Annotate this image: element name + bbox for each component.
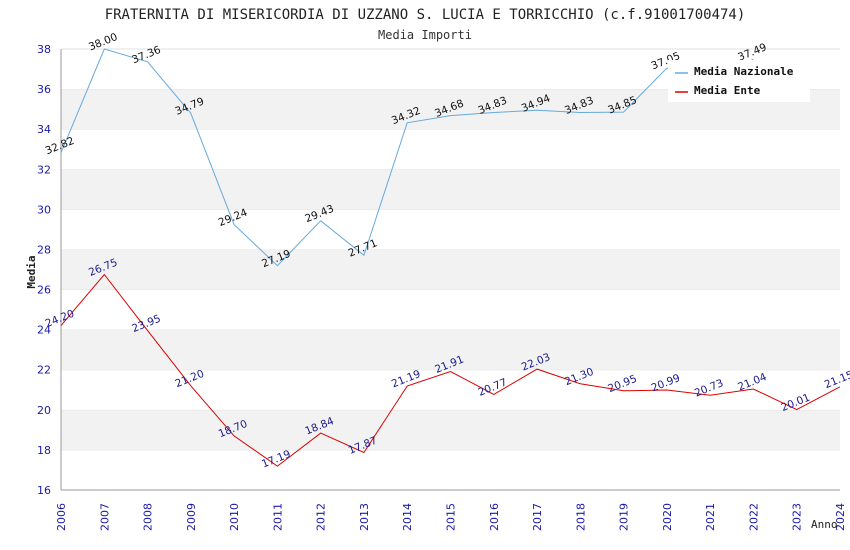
y-axis-label: Media (25, 255, 38, 288)
chart-subtitle: Media Importi (378, 28, 472, 42)
x-tick-label: 2017 (531, 503, 544, 531)
y-tick-labels: 16 18 20 22 24 26 28 30 32 34 36 38 (37, 43, 51, 497)
grid-band (61, 169, 840, 210)
grid-band (61, 409, 840, 450)
y-tick-label: 36 (37, 83, 51, 96)
x-tick-labels: 2006 2007 2008 2009 2010 2011 2012 2013 2014 2015… (55, 503, 847, 531)
chart-title: FRATERNITA DI MISERICORDIA DI UZZANO S. … (105, 7, 746, 23)
grid-band (61, 329, 840, 370)
x-tick-label: 2015 (445, 503, 458, 531)
x-tick-label: 2023 (791, 503, 804, 531)
grid-band (61, 129, 840, 170)
y-tick-label: 34 (37, 123, 51, 136)
x-tick-label: 2024 (834, 503, 847, 531)
x-tick-label: 2007 (98, 503, 111, 531)
x-tick-label: 2022 (747, 503, 760, 531)
y-tick-label: 24 (37, 324, 51, 337)
x-tick-label: 2019 (618, 503, 631, 531)
y-tick-label: 32 (37, 163, 51, 176)
x-tick-label: 2012 (315, 503, 328, 531)
y-tick-label: 30 (37, 203, 51, 216)
x-tick-label: 2020 (661, 503, 674, 531)
grid-bands (61, 48, 840, 490)
grid-band (61, 249, 840, 290)
series-lines (60, 48, 841, 467)
y-tick-label: 26 (37, 284, 51, 297)
series-line-media-nazionale (60, 48, 754, 267)
grid-band (61, 209, 840, 250)
x-tick-label: 2018 (574, 503, 587, 531)
x-tick-label: 2014 (401, 503, 414, 531)
y-tick-label: 38 (37, 43, 51, 56)
legend-box (668, 60, 810, 102)
legend: Media Nazionale Media Ente (668, 60, 810, 102)
grid-band (61, 449, 840, 490)
legend-label-media-ente: Media Ente (694, 84, 761, 97)
x-tick-label: 2013 (358, 503, 371, 531)
x-tick-label: 2008 (142, 503, 155, 531)
y-tick-label: 28 (37, 243, 51, 256)
x-tick-label: 2010 (228, 503, 241, 531)
grid-band (61, 289, 840, 330)
legend-label-media-nazionale: Media Nazionale (694, 65, 794, 78)
axes (60, 49, 840, 491)
series-line-media-ente (60, 273, 841, 467)
y-tick-label: 20 (37, 404, 51, 417)
x-tick-label: 2011 (271, 503, 284, 531)
y-tick-label: 18 (37, 444, 51, 457)
x-tick-label: 2009 (185, 503, 198, 531)
x-tick-label: 2016 (488, 503, 501, 531)
y-tick-label: 16 (37, 484, 51, 497)
grid-band (61, 369, 840, 410)
y-tick-label: 22 (37, 364, 51, 377)
x-tick-label: 2006 (55, 503, 68, 531)
x-axis-label: Anno (811, 518, 838, 531)
x-tick-label: 2021 (704, 503, 717, 531)
